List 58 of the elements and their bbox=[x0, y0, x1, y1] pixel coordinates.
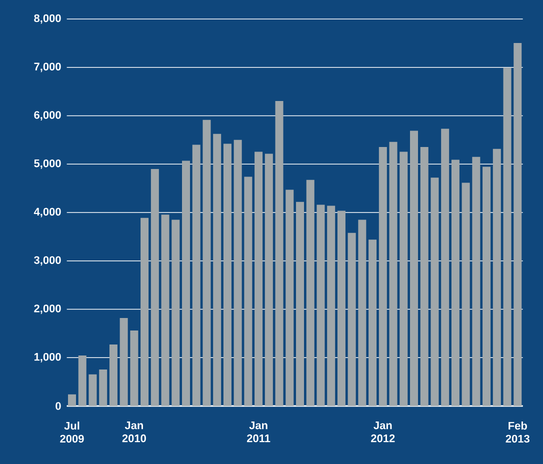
bar bbox=[182, 160, 190, 406]
bar bbox=[254, 152, 263, 406]
bar bbox=[462, 182, 470, 406]
bar bbox=[296, 202, 304, 406]
x-tick-label: Jan 2011 bbox=[246, 422, 270, 442]
bar bbox=[358, 220, 366, 406]
bar bbox=[192, 144, 200, 406]
bar bbox=[420, 146, 428, 406]
bar bbox=[441, 128, 450, 406]
y-tick-label: 6,000 bbox=[34, 111, 61, 120]
bar bbox=[120, 318, 128, 406]
y-tick-label: 8,000 bbox=[34, 14, 61, 24]
bar bbox=[244, 176, 252, 406]
bar bbox=[130, 330, 138, 406]
x-tick-label: Jul 2009 bbox=[60, 422, 84, 443]
bar bbox=[161, 214, 170, 406]
bar bbox=[68, 394, 76, 406]
bar bbox=[389, 142, 398, 406]
x-tick-label: Jan 2012 bbox=[371, 422, 395, 442]
bar bbox=[472, 156, 480, 406]
y-tick-label: 1,000 bbox=[34, 352, 61, 362]
bar bbox=[202, 120, 211, 406]
x-tick-label: Jan 2010 bbox=[122, 422, 146, 442]
bar bbox=[109, 344, 118, 406]
bar bbox=[368, 240, 377, 406]
y-tick-label: 7,000 bbox=[34, 62, 61, 72]
bar bbox=[514, 42, 522, 406]
y-tick-label: 4,000 bbox=[34, 208, 61, 218]
y-tick-label: 2,000 bbox=[34, 304, 61, 314]
y-tick-label: 3,000 bbox=[34, 256, 61, 266]
bar bbox=[378, 146, 387, 406]
bar bbox=[264, 154, 273, 406]
bar bbox=[99, 369, 108, 406]
bar bbox=[410, 130, 418, 406]
bar bbox=[88, 374, 97, 406]
y-tick-label: 0 bbox=[56, 402, 61, 410]
bar bbox=[172, 220, 180, 406]
bar bbox=[430, 178, 439, 406]
bar bbox=[223, 144, 232, 406]
bar bbox=[400, 152, 408, 406]
bar bbox=[492, 148, 501, 406]
y-tick-label: 5,000 bbox=[34, 159, 61, 169]
bar bbox=[78, 355, 86, 406]
bar bbox=[348, 232, 356, 406]
bar bbox=[316, 204, 325, 406]
bar bbox=[213, 134, 222, 406]
x-tick-label: Feb 2013 bbox=[506, 422, 530, 443]
bar bbox=[306, 180, 314, 406]
bar bbox=[234, 140, 242, 406]
bar bbox=[337, 210, 346, 406]
bar bbox=[286, 190, 294, 406]
bar bbox=[482, 166, 491, 406]
bar bbox=[451, 160, 460, 406]
bar bbox=[275, 100, 284, 406]
bar bbox=[327, 206, 336, 406]
bar bbox=[503, 68, 512, 406]
bar bbox=[140, 218, 149, 406]
bar bbox=[150, 168, 159, 406]
